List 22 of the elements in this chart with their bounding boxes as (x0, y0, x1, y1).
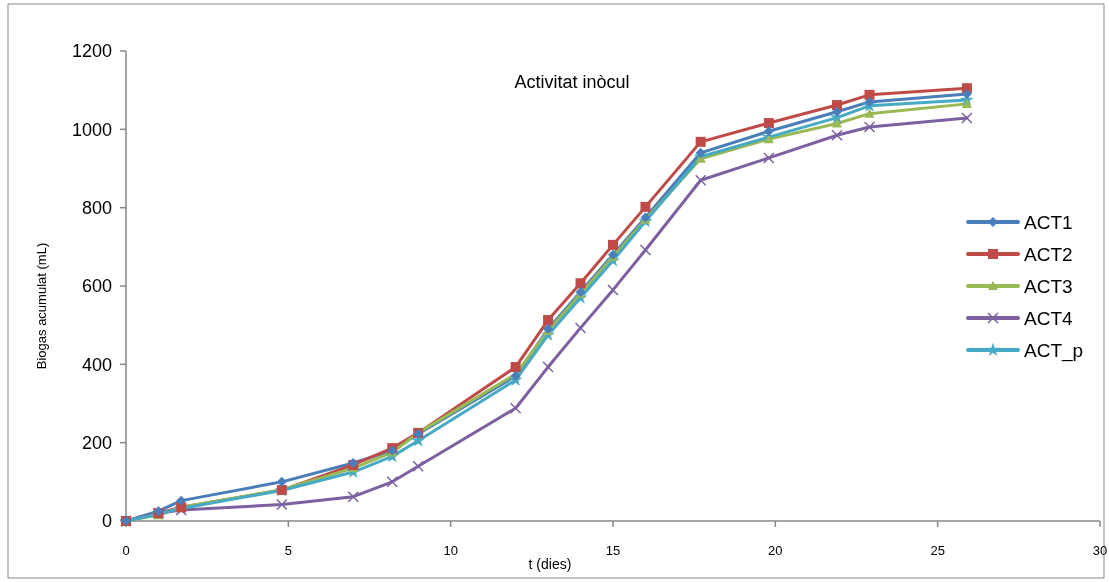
legend-label: ACT2 (1024, 243, 1073, 265)
y-tick-label: 400 (81, 354, 112, 375)
y-tick-label: 200 (81, 432, 112, 453)
text: Activitat inòcul (514, 72, 630, 92)
x-axis-title: t (dies) (528, 556, 572, 572)
y-tick-label: 1200 (71, 41, 112, 62)
legend-label: ACT1 (1024, 211, 1073, 233)
x-tick-label: 5 (284, 543, 292, 558)
legend-label: ACT4 (1024, 307, 1073, 329)
legend-label: ACT3 (1024, 275, 1073, 297)
x-tick-label: 0 (122, 543, 130, 558)
y-axis-title: Biogas acumulat (mL) (34, 242, 49, 370)
legend-label: ACT_p (1024, 339, 1084, 362)
y-tick-label: 800 (81, 197, 112, 218)
x-tick-label: 30 (1092, 543, 1108, 558)
x-tick-label: 20 (768, 543, 783, 558)
x-tick-label: 25 (930, 543, 945, 558)
y-tick-label: 1000 (71, 119, 112, 140)
y-tick-label: 0 (101, 511, 112, 532)
x-tick-label: 15 (605, 543, 621, 558)
x-tick-label: 10 (443, 543, 458, 558)
y-tick-label: 600 (81, 276, 112, 297)
